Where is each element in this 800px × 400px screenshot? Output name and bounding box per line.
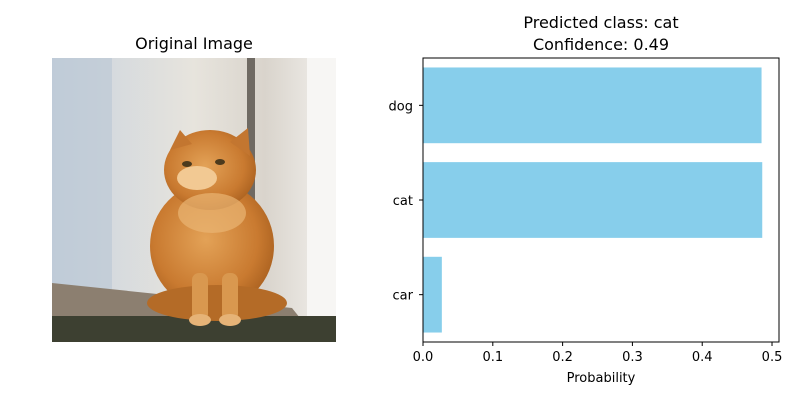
x-tick-label-0.5: 0.5 [762, 350, 783, 365]
bar-car [423, 256, 442, 333]
bar-dog [423, 67, 762, 144]
x-axis-label: Probability [567, 371, 636, 386]
bar-cat [423, 162, 763, 238]
x-tick-label-0.3: 0.3 [622, 350, 643, 365]
image-title: Original Image [135, 34, 253, 53]
plot-frame [422, 57, 780, 343]
x-tick-label-0.2: 0.2 [552, 350, 573, 365]
chart-title-predicted-class: Predicted class: cat [523, 13, 679, 32]
y-tick-label-car: car [393, 289, 414, 304]
x-tick-label-0.0: 0.0 [413, 350, 434, 365]
y-tick-label-dog: dog [389, 99, 413, 114]
cat-photo [52, 58, 336, 342]
x-tick-label-0.4: 0.4 [692, 350, 713, 365]
chart-title-confidence: Confidence: 0.49 [532, 35, 670, 54]
y-tick-label-cat: cat [393, 194, 413, 209]
x-tick-label-0.1: 0.1 [482, 350, 503, 365]
